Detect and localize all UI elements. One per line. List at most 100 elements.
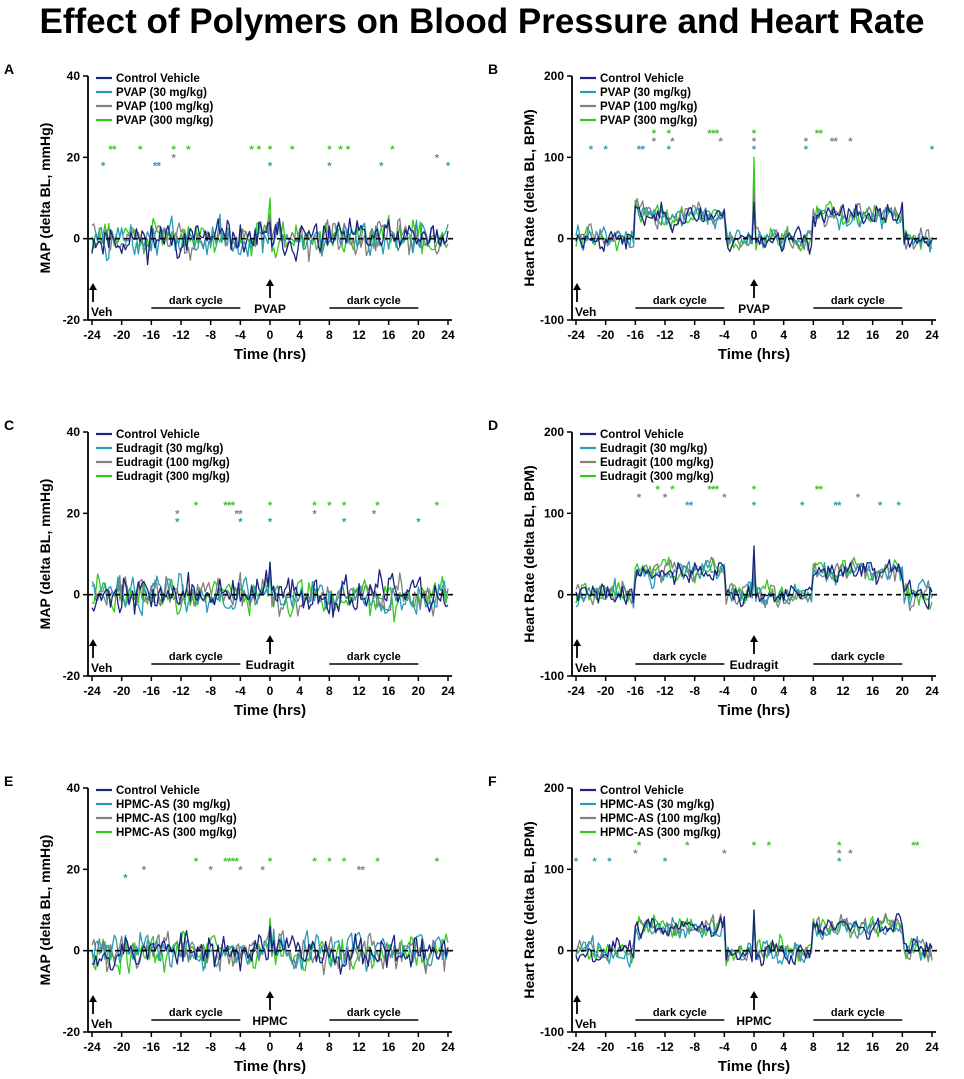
x-tick-label: 12 (352, 1040, 366, 1054)
x-tick-label: 16 (382, 328, 396, 342)
significance-asterisk: * (633, 848, 638, 860)
x-tick-label: 4 (780, 328, 787, 342)
significance-asterisk: * (685, 840, 690, 852)
significance-asterisk: * (689, 500, 694, 512)
significance-asterisk: * (227, 500, 232, 512)
x-tick-label: 16 (382, 684, 396, 698)
x-tick-label: -24 (567, 1040, 585, 1054)
legend-label-mid: Eudragit (100 mg/kg) (600, 457, 714, 469)
x-tick-label: -20 (597, 1040, 615, 1054)
panel-b-hr-pvap: B -100 0 100 200 -24 -20 -16 -12 -8 -4 0 4 8 12 16 20 24 T… (488, 61, 939, 363)
dose-arrow-head (750, 991, 758, 998)
legend-label-high: HPMC-AS (300 mg/kg) (600, 827, 721, 839)
significance-asterisk: * (589, 144, 594, 156)
significance-asterisk: * (260, 864, 265, 876)
significance-asterisk: * (312, 856, 317, 868)
significance-asterisk: * (896, 500, 901, 512)
x-tick-label: 16 (866, 684, 880, 698)
x-tick-label: -12 (172, 1040, 190, 1054)
significance-asterisk: * (930, 144, 935, 156)
significance-asterisk: * (607, 856, 612, 868)
significance-asterisk: * (357, 864, 362, 876)
significance-asterisk: * (327, 500, 332, 512)
x-tick-label: -24 (567, 684, 585, 698)
x-tick-label: -4 (235, 684, 246, 698)
x-tick-label: -16 (627, 328, 645, 342)
x-tick-label: -12 (172, 684, 190, 698)
x-tick-label: 12 (836, 1040, 850, 1054)
y-tick-label: -20 (63, 669, 81, 683)
x-tick-label: -8 (689, 1040, 700, 1054)
y-axis-title: Heart Rate (delta BL, BPM) (521, 821, 537, 998)
significance-asterisk: * (667, 128, 672, 140)
x-tick-label: -16 (627, 1040, 645, 1054)
dose-label: Eudragit (730, 658, 779, 672)
y-tick-label: 200 (544, 781, 564, 795)
significance-asterisk: * (390, 144, 395, 156)
significance-asterisk: * (592, 856, 597, 868)
significance-asterisk: * (670, 136, 675, 148)
y-tick-label: 200 (544, 69, 564, 83)
legend-label-high: Eudragit (300 mg/kg) (116, 471, 230, 483)
significance-asterisk: * (342, 856, 347, 868)
x-tick-label: 4 (296, 684, 303, 698)
significance-asterisk: * (804, 144, 809, 156)
dark-cycle-label: dark cycle (347, 651, 401, 663)
x-tick-label: 12 (836, 684, 850, 698)
significance-asterisk: * (711, 128, 716, 140)
significance-asterisk: * (171, 152, 176, 164)
significance-asterisk: * (223, 856, 228, 868)
significance-asterisk: * (268, 144, 273, 156)
x-tick-label: -20 (597, 328, 615, 342)
figure-title: Effect of Polymers on Blood Pressure and… (39, 2, 925, 41)
series-line-high (91, 917, 449, 975)
legend-label-control: Control Vehicle (116, 73, 200, 85)
dark-cycle-label: dark cycle (347, 295, 401, 307)
x-tick-label: -4 (235, 1040, 246, 1054)
x-axis-title: Time (hrs) (718, 346, 790, 363)
x-axis-title: Time (hrs) (718, 702, 790, 719)
series-line-control (91, 217, 449, 266)
significance-asterisk: * (327, 144, 332, 156)
significance-asterisk: * (342, 516, 347, 528)
x-axis-title: Time (hrs) (718, 1058, 790, 1075)
legend-label-control: Control Vehicle (116, 785, 200, 797)
y-tick-label: 20 (67, 506, 81, 520)
legend-label-mid: HPMC-AS (100 mg/kg) (600, 813, 721, 825)
legend-label-high: Eudragit (300 mg/kg) (600, 471, 714, 483)
significance-asterisk: * (268, 160, 273, 172)
y-tick-label: 0 (73, 588, 80, 602)
significance-asterisk: * (637, 144, 642, 156)
y-axis-title: MAP (delta BL, mmHg) (37, 123, 53, 274)
x-tick-label: -24 (83, 684, 101, 698)
x-tick-label: 8 (326, 684, 333, 698)
significance-asterisk: * (752, 484, 757, 496)
x-tick-label: -4 (719, 1040, 730, 1054)
dose-arrow-head (750, 635, 758, 642)
y-tick-label: -100 (540, 313, 564, 327)
dose-label: PVAP (738, 302, 770, 316)
legend-label-mid: PVAP (100 mg/kg) (600, 101, 698, 113)
significance-asterisk: * (833, 500, 838, 512)
series-line-control (91, 925, 449, 975)
significance-asterisk: * (667, 144, 672, 156)
x-tick-label: -16 (143, 684, 161, 698)
significance-asterisk: * (361, 864, 366, 876)
x-tick-label: 0 (267, 1040, 274, 1054)
x-tick-label: 8 (326, 328, 333, 342)
significance-asterisk: * (856, 492, 861, 504)
significance-asterisk: * (767, 840, 772, 852)
significance-asterisk: * (342, 500, 347, 512)
y-axis-title: MAP (delta BL, mmHg) (37, 835, 53, 986)
veh-arrow-head (89, 283, 97, 290)
significance-asterisk: * (435, 500, 440, 512)
legend-label-low: Eudragit (30 mg/kg) (116, 443, 224, 455)
y-axis-title: MAP (delta BL, mmHg) (37, 479, 53, 630)
veh-label: Veh (575, 305, 596, 319)
x-tick-label: 16 (382, 1040, 396, 1054)
significance-asterisk: * (685, 500, 690, 512)
significance-asterisk: * (194, 856, 199, 868)
x-tick-label: 4 (780, 684, 787, 698)
